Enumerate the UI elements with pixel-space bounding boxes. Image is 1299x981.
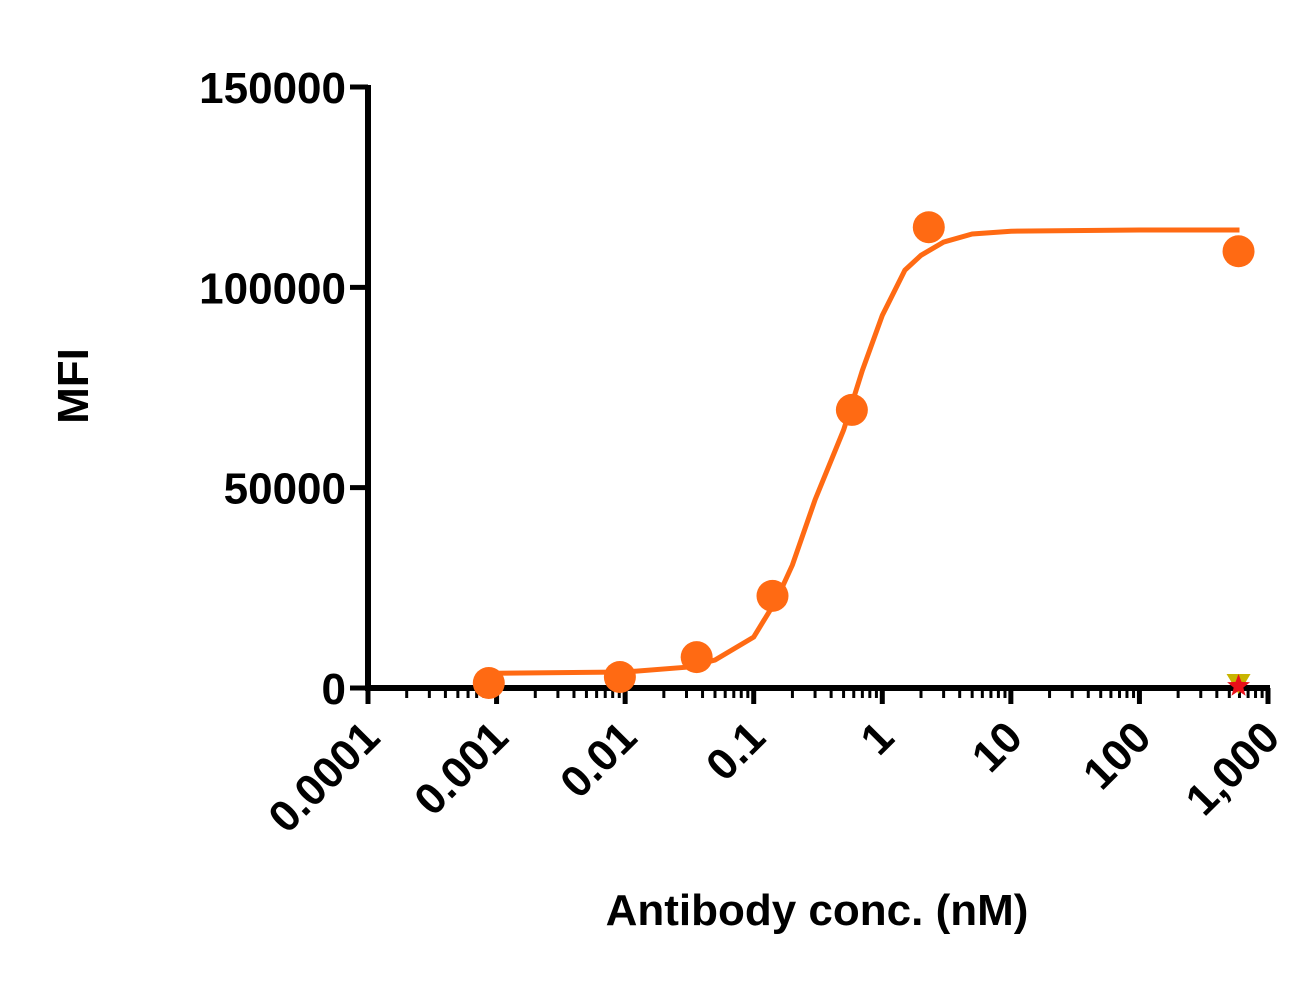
x-axis-title: Antibody conc. (nM) (606, 886, 1029, 935)
y-tick-label: 100000 (199, 264, 346, 313)
data-point (912, 211, 945, 244)
y-axis-title: MFI (49, 348, 98, 424)
data-point (603, 660, 636, 693)
x-tick-label: 0.001 (405, 712, 518, 825)
x-tick-label: 0.01 (551, 712, 646, 807)
x-tick-label: 0.0001 (259, 712, 389, 842)
data-point (835, 393, 868, 426)
y-tick-label: 0 (322, 665, 346, 714)
data-point (1222, 235, 1255, 268)
data-point (1227, 674, 1250, 696)
fit-curve (487, 227, 1240, 676)
data-point (756, 579, 789, 612)
data-point (472, 666, 505, 699)
x-tick-label: 10 (963, 712, 1032, 781)
y-tick-label: 150000 (199, 64, 346, 113)
x-tick-label: 100 (1074, 712, 1161, 799)
data-point (680, 641, 713, 674)
x-tick-label: 0.1 (697, 712, 775, 790)
x-tick-label: 1,000 (1177, 712, 1290, 825)
y-tick-label: 50000 (224, 465, 346, 514)
x-tick-label: 1 (851, 712, 903, 764)
